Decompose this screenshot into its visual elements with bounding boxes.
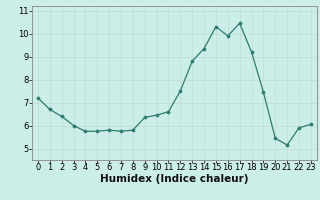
- X-axis label: Humidex (Indice chaleur): Humidex (Indice chaleur): [100, 174, 249, 184]
